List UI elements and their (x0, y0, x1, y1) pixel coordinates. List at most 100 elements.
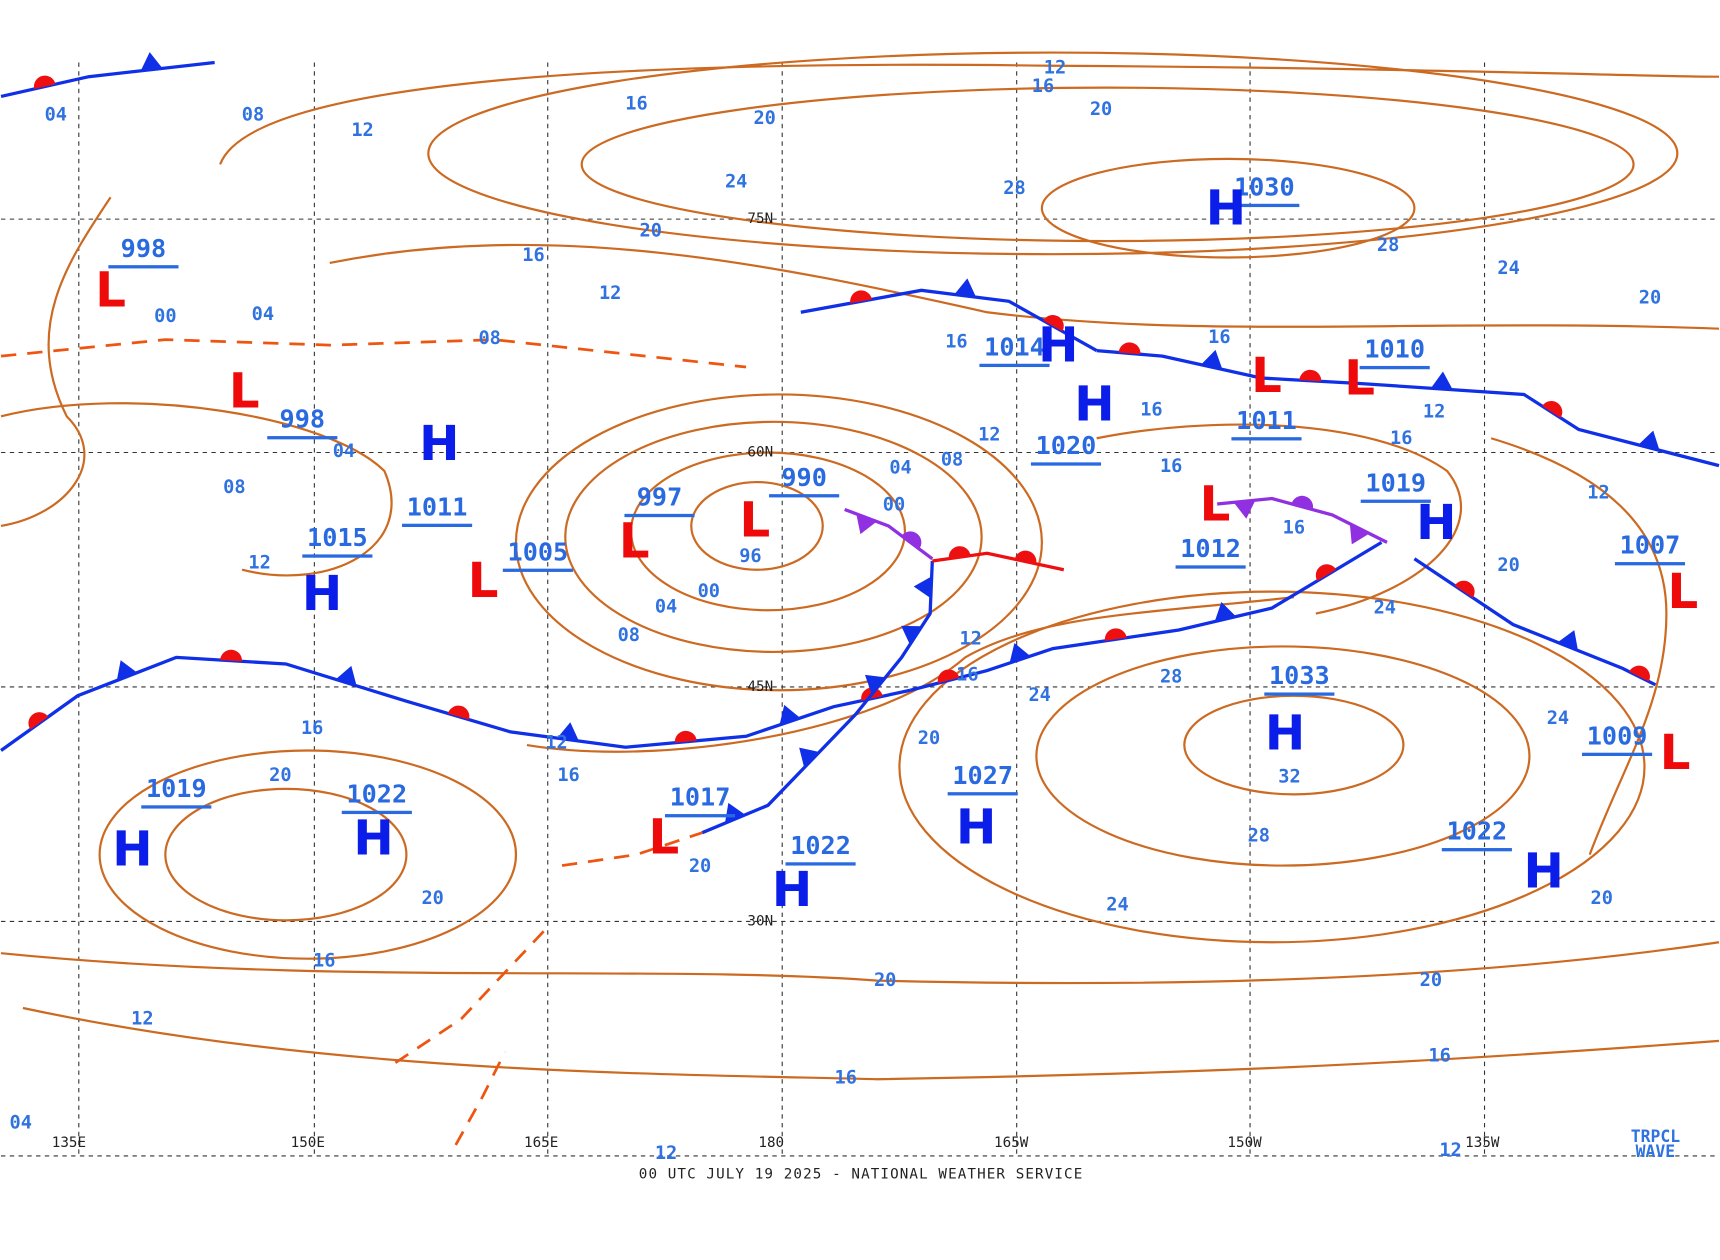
pressure-underline (1264, 692, 1335, 696)
isobar-label: 20 (753, 108, 775, 129)
pressure-underline (302, 554, 373, 558)
front-bulb (447, 705, 470, 720)
front-bulb (1299, 369, 1322, 382)
pressure-underline (502, 568, 573, 572)
front-barb (1557, 630, 1578, 651)
front-bulb (1014, 550, 1037, 564)
pressure-underline (1359, 365, 1430, 370)
front-barb (140, 52, 163, 71)
pressure-underline (1030, 462, 1102, 466)
isobar (22, 1006, 1720, 1081)
isobar-label: 96 (739, 546, 761, 567)
high-center: H (1206, 180, 1246, 236)
front-bulb (220, 649, 243, 662)
latitude-label: 60N (747, 445, 773, 461)
low-center: L (739, 493, 770, 549)
isobar-label: 08 (223, 477, 245, 498)
warm-front (932, 551, 1065, 572)
front-barb (335, 665, 357, 686)
isobar-label: 16 (835, 1068, 857, 1089)
front-bulb (674, 730, 697, 743)
isobar-label: 16 (956, 664, 978, 685)
stat-front (1413, 557, 1657, 687)
front-bulb (33, 75, 56, 89)
isobar-label: 20 (1591, 888, 1613, 909)
isobar-label: 20 (1639, 288, 1661, 309)
isobar (514, 393, 1043, 692)
front-bulb (850, 290, 872, 304)
center-pressure: 1005 (508, 537, 569, 566)
center-pressure: 1030 (1234, 172, 1295, 201)
high-center: H (772, 862, 812, 918)
front-bulb (1629, 665, 1650, 682)
front-barb (1638, 430, 1660, 451)
center-pressure: 1017 (670, 783, 731, 812)
center-pressure: 1022 (790, 831, 851, 860)
tropical-wave-label: TRPCL (1631, 1127, 1681, 1146)
pressure-underline (1582, 752, 1653, 756)
isobar-label: 04 (889, 457, 911, 478)
trough-front (454, 1051, 507, 1146)
low-center: L (619, 514, 650, 570)
front-bulb (1315, 564, 1337, 581)
isobar-label: 28 (1377, 235, 1399, 256)
latitude-label: 30N (747, 913, 773, 929)
center-pressure: 990 (781, 463, 827, 492)
center-pressure: 1010 (1364, 335, 1425, 364)
isobar-label: 20 (918, 728, 940, 749)
front-barb (864, 674, 886, 695)
low-center: L (468, 553, 499, 609)
pressure-underline (624, 513, 695, 518)
isobar-label: 16 (557, 765, 579, 786)
isobar (1035, 645, 1531, 867)
isobar (0, 196, 112, 527)
low-center: L (1251, 348, 1282, 404)
isobar-label: 12 (1423, 401, 1445, 422)
tropical-wave-label: WAVE (1636, 1142, 1676, 1161)
isobar (526, 596, 1295, 753)
front-barb (901, 625, 922, 645)
center-pressure: 1011 (407, 492, 468, 521)
pressure-underline (1441, 848, 1512, 852)
isobar-label: 00 (883, 495, 905, 516)
longitude-label: 135E (52, 1135, 86, 1151)
center-pressure: 1007 (1620, 531, 1681, 560)
low-center: L (649, 809, 680, 865)
low-center: L (229, 363, 260, 419)
pressure-underline (402, 523, 473, 528)
center-pressure: 1012 (1180, 534, 1241, 563)
low-center: L (1660, 725, 1691, 781)
longitude-label: 150E (291, 1135, 325, 1151)
front-barb (1009, 642, 1031, 664)
center-pressure: 1022 (346, 779, 407, 808)
front-barb (856, 513, 877, 535)
isobar-label: 16 (313, 950, 335, 971)
front-barb (913, 576, 932, 599)
front-barb (1214, 601, 1237, 622)
isobar-label: 16 (1032, 76, 1054, 97)
front-barb (1349, 523, 1370, 545)
longitude-label: 135W (1465, 1135, 1500, 1151)
longitude-label: 150W (1227, 1135, 1262, 1151)
pressure-underline (1175, 565, 1246, 569)
labels: 135E 150E 165E 180 165W 150W 135W 75N 60N 45N 30N 0… (10, 57, 1699, 1182)
isobar-label: 08 (242, 105, 264, 126)
trough-front (394, 924, 550, 1064)
isobar (329, 243, 1720, 330)
front-bulb (1104, 628, 1127, 641)
pressure-underline (979, 363, 1050, 368)
stat-front (0, 60, 215, 99)
pressure-underline (108, 265, 179, 269)
isobar (564, 420, 983, 654)
stat-front (909, 540, 1383, 692)
high-center: H (1416, 495, 1456, 551)
high-center: H (1265, 705, 1305, 761)
isobar-label: 32 (1278, 766, 1300, 787)
longitude-label: 165W (994, 1135, 1029, 1151)
isobar-label: 20 (421, 888, 443, 909)
center-pressure: 1009 (1587, 721, 1648, 750)
pressure-underline (1229, 203, 1300, 208)
isobar-label: 16 (1390, 428, 1412, 449)
isobar-label: 16 (625, 94, 647, 115)
footer: 00 UTC JULY 19 2025 - NATIONAL WEATHER S… (639, 1167, 1084, 1183)
